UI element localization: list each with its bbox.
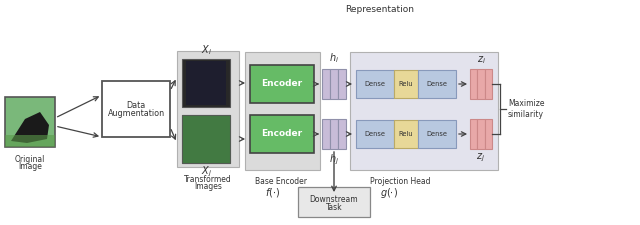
- Text: Task: Task: [326, 203, 342, 212]
- Polygon shape: [11, 112, 49, 143]
- Text: Dense: Dense: [426, 81, 447, 87]
- Text: Data: Data: [126, 101, 146, 110]
- Bar: [5, 97, 55, 147]
- Text: Maximize
similarity: Maximize similarity: [508, 99, 545, 119]
- Text: Original: Original: [15, 155, 45, 164]
- Text: Projection Head: Projection Head: [370, 177, 431, 186]
- Bar: [418, 120, 456, 148]
- Text: $z_j$: $z_j$: [477, 152, 486, 164]
- Bar: [330, 69, 338, 99]
- Bar: [477, 69, 484, 99]
- Bar: [298, 187, 370, 217]
- Text: $h_i$: $h_i$: [329, 51, 339, 65]
- Text: Dense: Dense: [365, 131, 385, 137]
- Text: Image: Image: [18, 162, 42, 171]
- Bar: [322, 69, 330, 99]
- Bar: [330, 119, 338, 149]
- Bar: [322, 119, 330, 149]
- Text: $X_i$: $X_i$: [200, 43, 211, 57]
- Bar: [394, 70, 418, 98]
- Text: Augmentation: Augmentation: [108, 110, 164, 119]
- Bar: [338, 69, 346, 99]
- Text: Dense: Dense: [365, 81, 385, 87]
- Bar: [102, 81, 170, 137]
- Bar: [356, 120, 394, 148]
- Text: Relu: Relu: [399, 131, 413, 137]
- Text: Relu: Relu: [399, 81, 413, 87]
- Bar: [182, 115, 230, 163]
- Text: Downstream: Downstream: [310, 196, 358, 205]
- Text: Images: Images: [194, 182, 222, 191]
- Text: $z_i$: $z_i$: [477, 54, 486, 66]
- Text: Transformed: Transformed: [184, 175, 232, 184]
- Bar: [177, 51, 239, 167]
- Bar: [477, 119, 484, 149]
- Text: Encoder: Encoder: [261, 79, 303, 88]
- Bar: [250, 65, 314, 103]
- Bar: [350, 52, 498, 170]
- Bar: [182, 59, 230, 107]
- Bar: [470, 69, 477, 99]
- Bar: [245, 52, 320, 170]
- Bar: [186, 61, 226, 105]
- Bar: [182, 115, 230, 163]
- Bar: [356, 70, 394, 98]
- Bar: [5, 135, 55, 147]
- Text: Dense: Dense: [426, 131, 447, 137]
- Bar: [470, 119, 477, 149]
- Text: $g(\cdot)$: $g(\cdot)$: [380, 186, 398, 200]
- Bar: [418, 70, 456, 98]
- Bar: [250, 115, 314, 153]
- Bar: [338, 119, 346, 149]
- Text: $h_j$: $h_j$: [329, 153, 339, 167]
- Text: Representation: Representation: [346, 5, 415, 14]
- Bar: [394, 120, 418, 148]
- Text: Base Encoder: Base Encoder: [255, 177, 307, 186]
- Bar: [484, 119, 492, 149]
- Text: Encoder: Encoder: [261, 130, 303, 139]
- Bar: [484, 69, 492, 99]
- Text: $X_j$: $X_j$: [200, 165, 211, 179]
- Text: $f(\cdot)$: $f(\cdot)$: [265, 186, 280, 199]
